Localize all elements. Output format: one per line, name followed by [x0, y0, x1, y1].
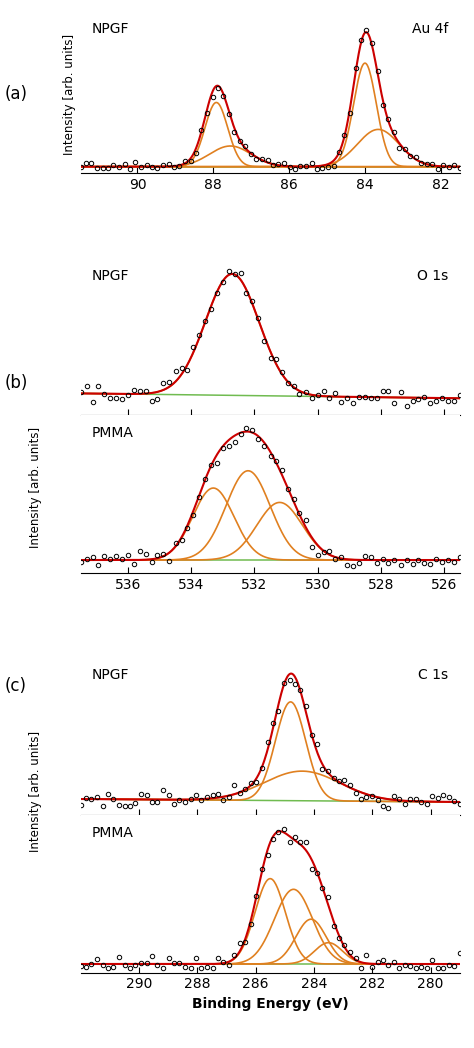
X-axis label: Binding Energy (eV): Binding Energy (eV) — [192, 997, 348, 1011]
Text: PMMA: PMMA — [92, 427, 134, 440]
Text: PMMA: PMMA — [92, 826, 134, 839]
Text: NPGF: NPGF — [92, 268, 129, 283]
Text: NPGF: NPGF — [92, 669, 129, 682]
Text: Intensity [arb. units]: Intensity [arb. units] — [29, 427, 42, 548]
Y-axis label: Intensity [arb. units]: Intensity [arb. units] — [64, 34, 76, 155]
Text: Intensity [arb. units]: Intensity [arb. units] — [29, 730, 42, 852]
Text: (a): (a) — [5, 85, 28, 104]
Text: O 1s: O 1s — [417, 268, 448, 283]
Text: C 1s: C 1s — [418, 669, 448, 682]
Text: NPGF: NPGF — [92, 22, 129, 36]
Text: (b): (b) — [5, 373, 28, 392]
Text: (c): (c) — [5, 677, 27, 696]
Text: Au 4f: Au 4f — [412, 22, 448, 36]
